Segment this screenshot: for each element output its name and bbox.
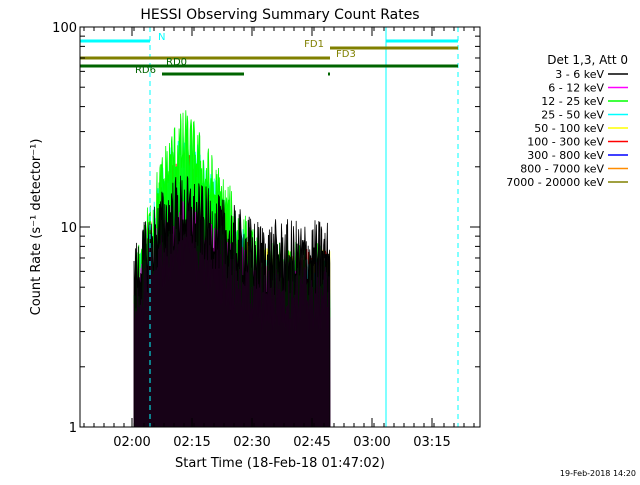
data-series-layer [133, 110, 331, 428]
series-3-6-kev-trace [133, 175, 331, 428]
legend-label: 50 - 100 keV [534, 122, 604, 135]
x-tick-label: 03:15 [413, 435, 450, 450]
legend-label: 25 - 50 keV [541, 109, 604, 122]
legend-label: 6 - 12 keV [548, 82, 604, 95]
y-axis: 1 10 100 [52, 21, 480, 436]
flag-label-fd1: FD1 [304, 39, 324, 50]
x-tick-label: 02:30 [233, 435, 270, 450]
legend-label: 800 - 7000 keV [520, 163, 604, 176]
flag-label-fd3: FD3 [336, 49, 356, 60]
legend-label: 7000 - 20000 keV [506, 176, 604, 189]
legend-entry: 50 - 100 keV [534, 122, 628, 135]
legend-label: 100 - 300 keV [527, 136, 604, 149]
legend-label: 3 - 6 keV [555, 68, 604, 81]
chart-title: HESSI Observing Summary Count Rates [140, 7, 419, 23]
series-group [133, 110, 331, 428]
legend-entry: 7000 - 20000 keV [506, 176, 628, 189]
legend-entry: 25 - 50 keV [541, 109, 628, 122]
legend-entry: 12 - 25 keV [541, 95, 628, 108]
flag-label-rd0: RD0 [166, 57, 187, 68]
flag-label-n: N [158, 32, 165, 43]
y-tick-label: 100 [52, 21, 77, 36]
legend-entry: 3 - 6 keV [555, 68, 628, 81]
timestamp-stamp: 19-Feb-2018 14:20 [560, 469, 636, 478]
legend-entry: 6 - 12 keV [548, 82, 628, 95]
x-axis: 02:00 02:15 02:30 02:45 03:00 03:15 [83, 27, 475, 450]
x-tick-label: 02:45 [293, 435, 330, 450]
x-tick-label: 02:00 [113, 435, 150, 450]
legend-label: 12 - 25 keV [541, 95, 604, 108]
flag-label-rd6: RD6 [135, 65, 156, 76]
y-tick-label: 10 [60, 221, 77, 236]
legend-entry: 800 - 7000 keV [520, 163, 628, 176]
legend-entry: 100 - 300 keV [527, 136, 628, 149]
y-axis-label: Count Rate (s⁻¹ detector⁻¹) [29, 139, 44, 316]
legend-entry: 300 - 800 keV [527, 149, 628, 162]
flag-bars: N FD1 FD3 RD0 RD6 [80, 32, 458, 76]
x-tick-label: 02:15 [173, 435, 210, 450]
y-tick-label: 1 [69, 421, 77, 436]
legend-header: Det 1,3, Att 0 [547, 53, 628, 67]
x-axis-label: Start Time (18-Feb-18 01:47:02) [175, 456, 385, 471]
x-tick-label: 03:00 [353, 435, 390, 450]
legend-label: 300 - 800 keV [527, 149, 604, 162]
